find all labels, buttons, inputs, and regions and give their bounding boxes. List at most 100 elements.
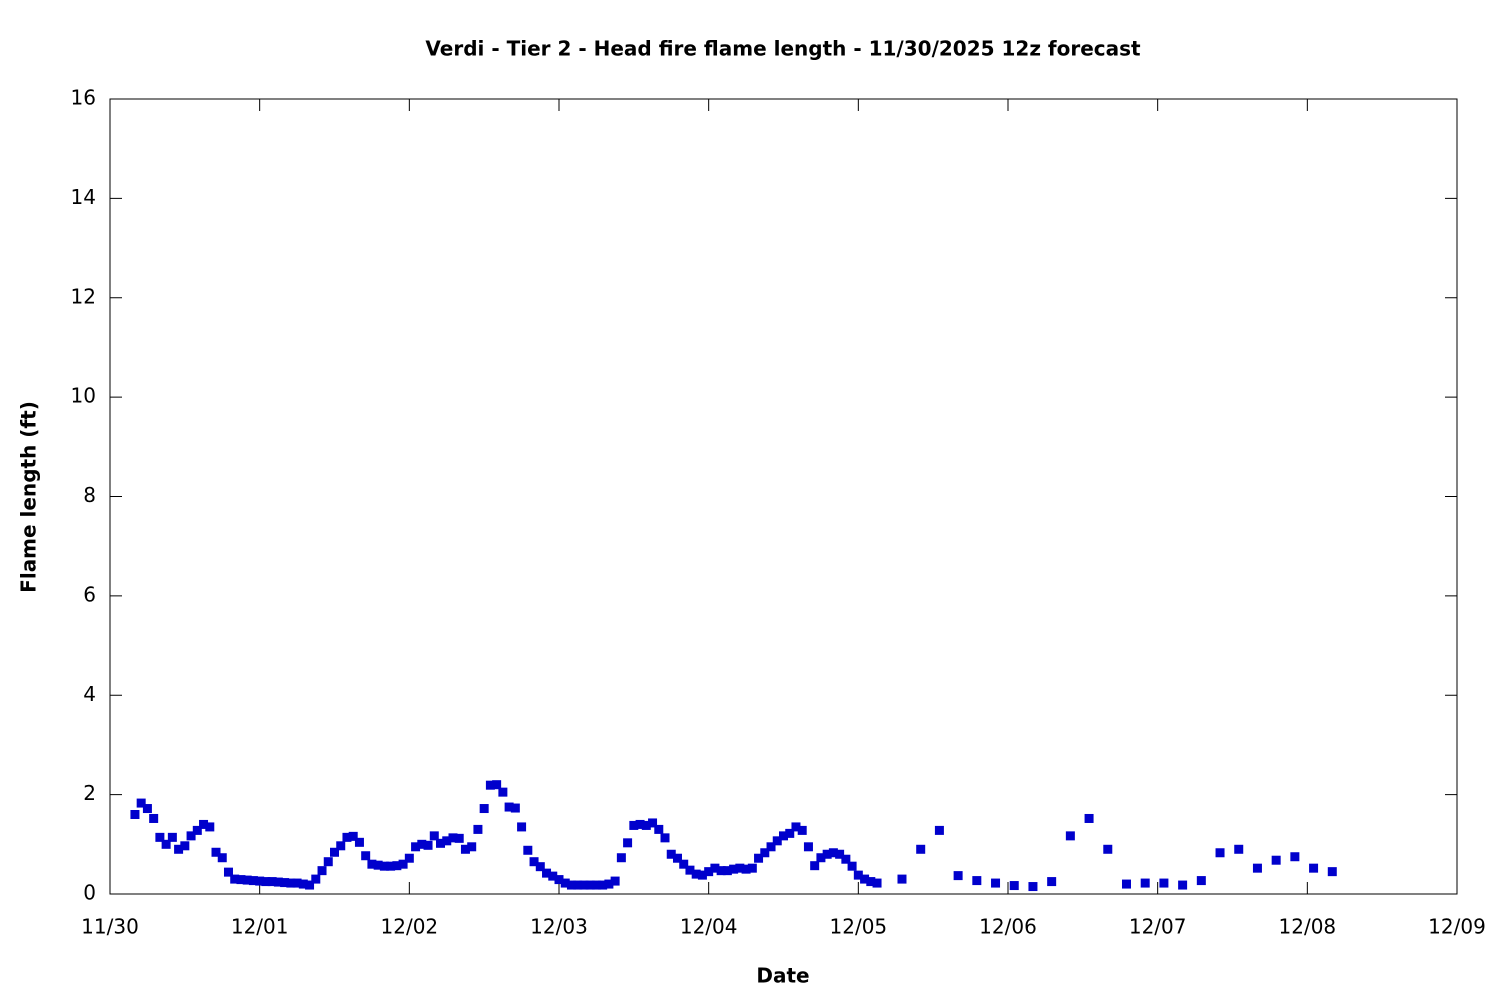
data-point [629,820,639,830]
data-point [554,875,564,885]
data-point [336,841,346,851]
data-point [479,804,489,814]
data-point [348,831,358,841]
y-tick-label: 2 [83,781,96,805]
data-point [641,820,651,830]
y-axis-label: Flame length (ft) [17,401,41,593]
data-point [517,822,527,832]
data-point [691,869,701,879]
x-tick-label: 12/09 [1428,915,1486,939]
data-point [779,831,788,841]
data-point [735,863,745,873]
data-point [972,876,982,886]
data-point [361,851,371,861]
data-point [504,802,514,812]
data-point [1084,813,1094,823]
y-tick-label: 14 [71,185,96,209]
data-point [1252,863,1262,873]
data-point [847,861,857,871]
x-axis-label: Date [756,964,809,988]
data-point [460,844,470,854]
data-point [616,853,626,863]
data-point [180,841,190,851]
data-point [261,877,271,887]
data-point [192,825,202,835]
x-tick-label: 12/08 [1279,915,1337,939]
data-point [822,849,832,859]
data-point [236,875,246,885]
data-point [1178,880,1188,890]
data-point [1159,878,1169,888]
data-point [473,824,483,834]
data-point [716,866,726,876]
x-tick-label: 12/05 [830,915,888,939]
data-point [417,839,427,849]
data-point [623,838,633,848]
data-point [785,828,795,838]
data-point [155,832,165,842]
y-tick-label: 8 [83,483,96,507]
data-point [953,871,963,881]
data-point [1009,881,1019,891]
data-point [610,876,620,886]
x-tick-label: 12/02 [381,915,439,939]
data-point [816,853,826,863]
data-point [242,875,252,885]
y-tick-label: 16 [71,86,96,110]
data-point [866,877,876,887]
data-point [803,842,813,852]
data-point [373,860,383,870]
y-tick-label: 10 [71,384,96,408]
data-point [529,857,539,867]
data-point [510,803,520,813]
data-point [722,866,732,876]
data-point [791,822,801,832]
data-point [367,859,377,869]
data-point [330,847,339,857]
data-point [604,879,614,889]
data-point [149,813,159,823]
data-point [729,864,739,874]
data-point [305,880,315,890]
data-point [747,863,757,873]
data-point [223,867,233,877]
data-point [566,880,576,890]
data-point [485,780,495,790]
data-point [205,822,215,832]
data-point [766,842,776,852]
data-point [411,842,421,852]
data-point [598,880,608,890]
x-tick-label: 12/01 [231,915,289,939]
data-point [230,874,240,884]
data-point [797,825,807,835]
data-point [535,862,545,872]
data-point [186,831,196,841]
data-point [654,824,664,834]
data-point [442,836,452,846]
plot-frame [109,98,1458,895]
y-tick-label: 4 [83,682,96,706]
data-point [591,880,601,890]
data-point [174,844,184,854]
data-point [934,825,944,835]
data-point [853,870,863,880]
y-tick-label: 12 [71,284,96,308]
data-point [1065,831,1075,841]
data-point [523,845,533,855]
data-point [648,818,658,828]
data-point [1028,882,1038,892]
data-point [542,868,552,878]
data-point [1327,867,1337,877]
data-point [1121,879,1131,889]
data-point [273,877,283,887]
data-point [710,863,720,873]
data-point [660,833,670,843]
data-point [429,831,439,841]
data-point [697,870,707,880]
data-point [211,847,221,857]
data-point [573,880,583,890]
data-point [467,842,477,852]
data-point [1140,878,1150,888]
data-point [685,865,695,875]
data-point [298,879,308,889]
